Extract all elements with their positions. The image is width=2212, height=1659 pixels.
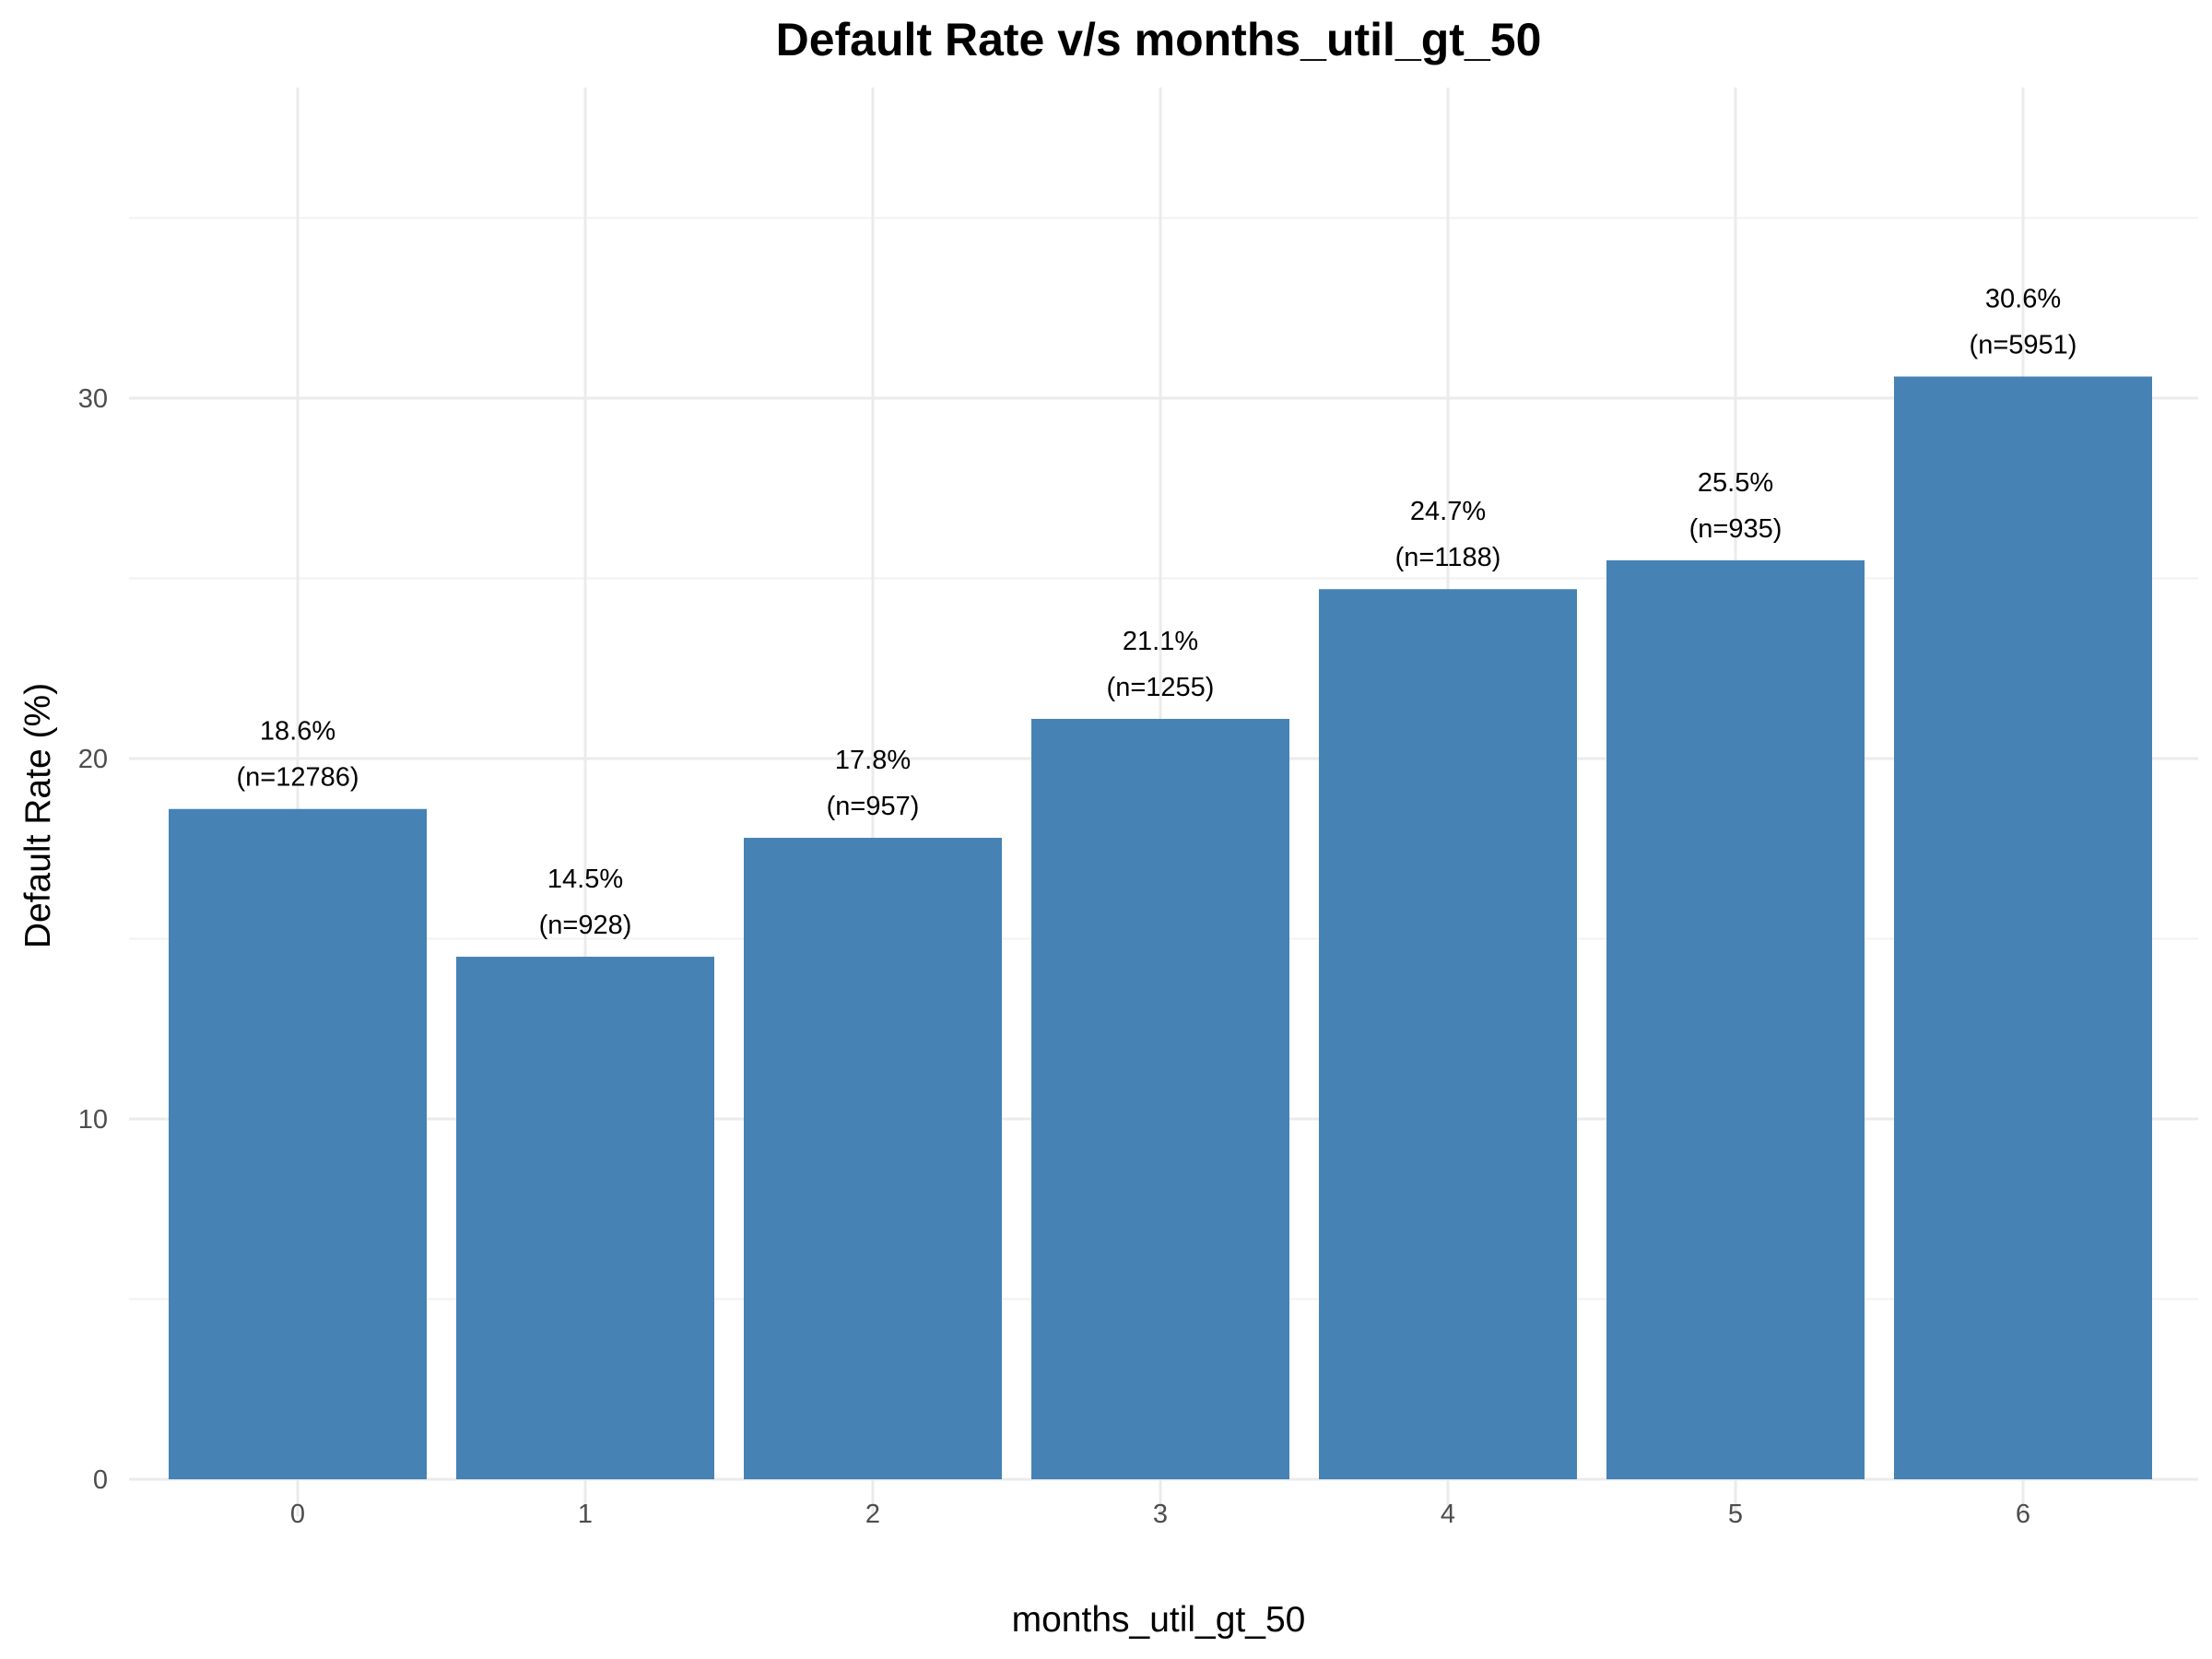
bar-4 [1319,589,1577,1479]
bar-5 [1606,559,1865,1479]
y-tick-label: 20 [78,745,108,774]
bar-2 [744,838,1002,1479]
value-label: 21.1% [1123,627,1198,656]
chart-title: Default Rate v/s months_util_gt_50 [776,14,1542,65]
y-tick-label: 10 [78,1105,108,1135]
value-label: 30.6% [1985,285,2061,314]
count-label: (n=957) [827,792,920,821]
count-label: (n=935) [1689,514,1783,544]
value-label: 24.7% [1410,497,1486,526]
count-label: (n=1255) [1107,673,1215,702]
value-label: 25.5% [1698,468,1773,498]
bars [169,376,2152,1479]
value-label: 14.5% [547,865,623,894]
count-label: (n=1188) [1395,543,1501,572]
x-tick-label: 4 [1441,1500,1455,1529]
value-label: 17.8% [835,746,911,775]
y-tick-label: 0 [93,1465,108,1495]
x-tick-label: 3 [1153,1500,1168,1529]
x-tick-label: 1 [578,1500,593,1529]
bar-6 [1894,376,2152,1479]
count-label: (n=12786) [236,763,359,793]
y-axis-title: Default Rate (%) [18,683,58,948]
count-label: (n=928) [539,911,632,940]
x-tick-label: 0 [290,1500,305,1529]
y-tick-label: 30 [78,384,108,414]
x-axis-title: months_util_gt_50 [1012,1600,1306,1640]
bar-0 [169,808,427,1479]
x-axis-ticks: 0 1 2 3 4 5 6 [290,1500,2030,1529]
x-tick-label: 5 [1728,1500,1743,1529]
x-tick-label: 6 [2016,1500,2030,1529]
bar-labels: 18.6% (n=12786) 14.5% (n=928) 17.8% (n=957) 21… [236,285,2077,941]
x-tick-label: 2 [865,1500,880,1529]
value-label: 18.6% [260,717,335,747]
count-label: (n=5951) [1970,331,2077,360]
bar-3 [1031,718,1289,1479]
bar-1 [456,957,714,1479]
y-axis-ticks: 0 10 20 30 [78,384,108,1495]
